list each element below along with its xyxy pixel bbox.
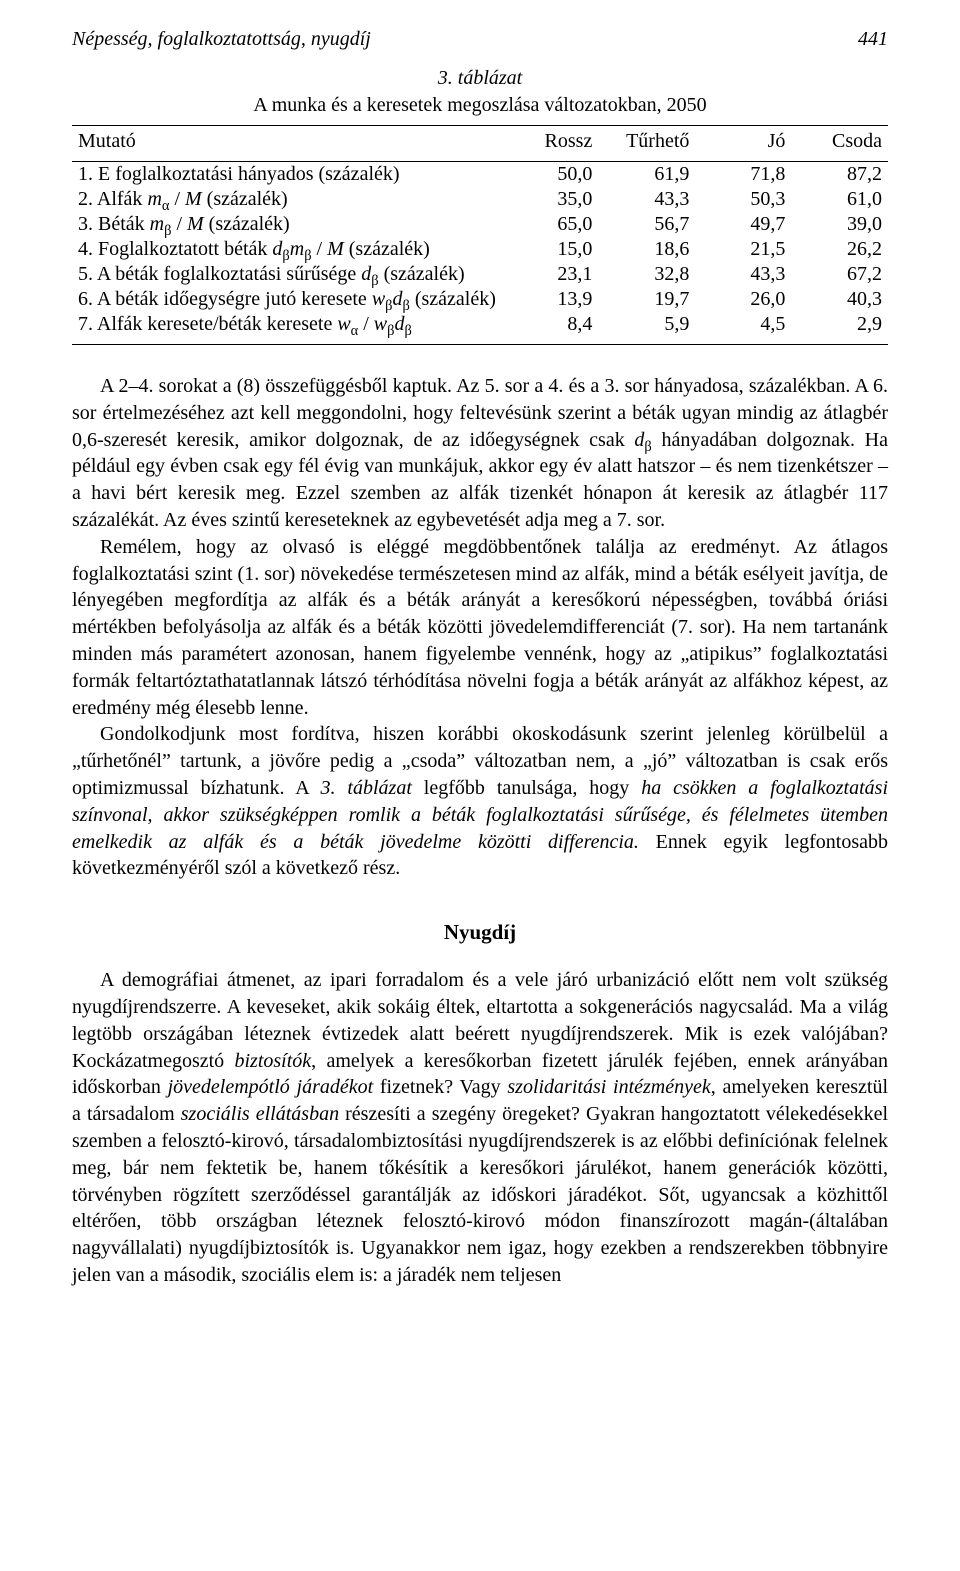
- row-label: 6. A béták időegységre jutó keresete wβd…: [72, 287, 502, 312]
- data-table: Mutató Rossz Tűrhető Jó Csoda 1. E fogla…: [72, 125, 888, 345]
- table-row: 4. Foglalkoztatott béták dβmβ / M (száza…: [72, 237, 888, 262]
- cell-value: 2,9: [791, 312, 888, 345]
- cell-value: 4,5: [695, 312, 791, 345]
- col-header: Mutató: [72, 126, 502, 162]
- cell-value: 43,3: [598, 187, 695, 212]
- section-heading: Nyugdíj: [72, 920, 888, 945]
- table-row: 3. Béták mβ / M (százalék)65,056,749,739…: [72, 212, 888, 237]
- table-row: 1. E foglalkoztatási hányados (százalék)…: [72, 162, 888, 188]
- running-title: Népesség, foglalkoztatottság, nyugdíj: [72, 28, 371, 51]
- col-header: Csoda: [791, 126, 888, 162]
- cell-value: 50,0: [502, 162, 598, 188]
- table-row: 7. Alfák keresete/béták keresete wα / wβ…: [72, 312, 888, 345]
- table-row: 6. A béták időegységre jutó keresete wβd…: [72, 287, 888, 312]
- table-caption-title: A munka és a keresetek megoszlása változ…: [253, 94, 706, 116]
- cell-value: 56,7: [598, 212, 695, 237]
- cell-value: 26,2: [791, 237, 888, 262]
- cell-value: 32,8: [598, 262, 695, 287]
- body-paragraph: A demográfiai átmenet, az ipari forradal…: [72, 967, 888, 1289]
- cell-value: 87,2: [791, 162, 888, 188]
- cell-value: 67,2: [791, 262, 888, 287]
- cell-value: 5,9: [598, 312, 695, 345]
- table-caption: 3. táblázat A munka és a keresetek megos…: [72, 65, 888, 119]
- cell-value: 18,6: [598, 237, 695, 262]
- row-label: 2. Alfák mα / M (százalék): [72, 187, 502, 212]
- body-paragraph: Gondolkodjunk most fordítva, hiszen korá…: [72, 721, 888, 882]
- cell-value: 35,0: [502, 187, 598, 212]
- row-label: 4. Foglalkoztatott béták dβmβ / M (száza…: [72, 237, 502, 262]
- cell-value: 21,5: [695, 237, 791, 262]
- row-label: 1. E foglalkoztatási hányados (százalék): [72, 162, 502, 188]
- cell-value: 13,9: [502, 287, 598, 312]
- row-label: 5. A béták foglalkoztatási sűrűsége dβ (…: [72, 262, 502, 287]
- cell-value: 23,1: [502, 262, 598, 287]
- cell-value: 26,0: [695, 287, 791, 312]
- cell-value: 19,7: [598, 287, 695, 312]
- cell-value: 40,3: [791, 287, 888, 312]
- cell-value: 61,0: [791, 187, 888, 212]
- running-header: Népesség, foglalkoztatottság, nyugdíj 44…: [72, 28, 888, 51]
- col-header: Rossz: [502, 126, 598, 162]
- cell-value: 50,3: [695, 187, 791, 212]
- cell-value: 39,0: [791, 212, 888, 237]
- body-paragraph: Remélem, hogy az olvasó is eléggé megdöb…: [72, 534, 888, 722]
- row-label: 3. Béták mβ / M (százalék): [72, 212, 502, 237]
- cell-value: 49,7: [695, 212, 791, 237]
- table-row: 2. Alfák mα / M (százalék)35,043,350,361…: [72, 187, 888, 212]
- page-number: 441: [858, 28, 888, 51]
- cell-value: 71,8: [695, 162, 791, 188]
- cell-value: 15,0: [502, 237, 598, 262]
- col-header: Tűrhető: [598, 126, 695, 162]
- cell-value: 8,4: [502, 312, 598, 345]
- col-header: Jó: [695, 126, 791, 162]
- row-label: 7. Alfák keresete/béták keresete wα / wβ…: [72, 312, 502, 345]
- body-paragraph: A 2–4. sorokat a (8) összefüggésből kapt…: [72, 373, 888, 534]
- cell-value: 61,9: [598, 162, 695, 188]
- cell-value: 43,3: [695, 262, 791, 287]
- table-caption-number: 3. táblázat: [438, 67, 522, 89]
- table-body: 1. E foglalkoztatási hányados (százalék)…: [72, 162, 888, 345]
- table-header-row: Mutató Rossz Tűrhető Jó Csoda: [72, 126, 888, 162]
- table-row: 5. A béták foglalkoztatási sűrűsége dβ (…: [72, 262, 888, 287]
- cell-value: 65,0: [502, 212, 598, 237]
